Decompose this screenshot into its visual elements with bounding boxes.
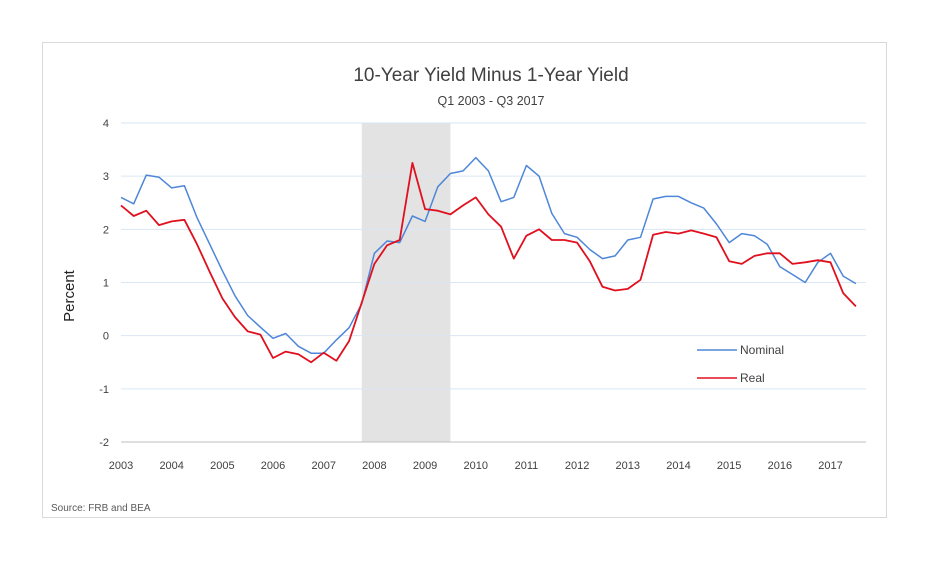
legend: Nominal Real — [697, 343, 784, 385]
y-tick-labels: 4 3 2 1 0 -1 -2 — [99, 118, 109, 449]
x-tick-label: 2014 — [666, 460, 690, 472]
x-tick-labels: 2003 2004 2005 2006 2007 2008 2009 2010 2011 2012… — [109, 460, 843, 472]
legend-label-nominal: Nominal — [740, 343, 784, 357]
x-tick-label: 2015 — [717, 460, 741, 472]
y-tick-label: -2 — [99, 437, 109, 449]
source-note: Source: FRB and BEA — [51, 503, 151, 514]
x-tick-label: 2016 — [768, 460, 792, 472]
series-lines — [120, 156, 857, 364]
x-tick-label: 2004 — [159, 460, 183, 472]
y-axis-label: Percent — [61, 269, 78, 322]
x-tick-label: 2013 — [616, 460, 640, 472]
x-tick-label: 2005 — [210, 460, 234, 472]
y-tick-label: -1 — [99, 384, 109, 396]
gridlines — [121, 122, 866, 443]
x-tick-label: 2017 — [818, 460, 842, 472]
x-tick-label: 2012 — [565, 460, 589, 472]
y-tick-label: 4 — [103, 118, 109, 130]
series-line-nominal — [120, 156, 857, 354]
y-tick-label: 2 — [103, 224, 109, 236]
y-tick-label: 3 — [103, 171, 109, 183]
y-tick-label: 0 — [103, 331, 109, 343]
x-tick-label: 2009 — [413, 460, 437, 472]
series-line-real — [120, 162, 857, 364]
chart-subtitle: Q1 2003 - Q3 2017 — [437, 94, 544, 108]
x-tick-label: 2007 — [311, 460, 335, 472]
x-tick-label: 2008 — [362, 460, 386, 472]
chart-frame: 4 3 2 1 0 -1 -2 2003 2004 2005 2006 2007 2008 2009 20… — [42, 42, 887, 518]
x-tick-label: 2006 — [261, 460, 285, 472]
chart-title: 10-Year Yield Minus 1-Year Yield — [353, 65, 628, 86]
legend-label-real: Real — [740, 371, 765, 385]
x-tick-label: 2003 — [109, 460, 133, 472]
y-tick-label: 1 — [103, 278, 109, 290]
x-tick-label: 2011 — [515, 460, 539, 472]
x-tick-label: 2010 — [464, 460, 488, 472]
